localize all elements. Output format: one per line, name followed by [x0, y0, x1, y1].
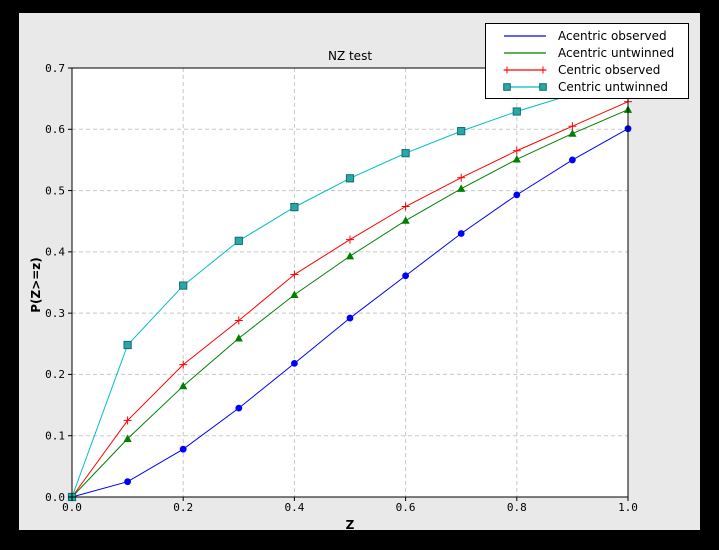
marker-circle [457, 230, 465, 237]
marker-circle [513, 191, 521, 199]
y-tick-label: 0.7 [45, 62, 65, 75]
marker-square [123, 340, 132, 350]
marker-circle [235, 404, 243, 412]
y-tick-label: 0.2 [45, 368, 65, 381]
legend-item-centric-observed: Centric observed [502, 61, 688, 78]
marker-triangle [512, 155, 521, 163]
marker-triangle [123, 434, 132, 442]
y-tick-label: 0.6 [45, 123, 65, 136]
marker-triangle [345, 251, 355, 260]
x-tick-label: 1.0 [618, 501, 638, 514]
x-tick-label: 0.8 [507, 501, 527, 514]
marker-plus [346, 235, 354, 244]
axes-frame [71, 67, 629, 498]
chart-title: NZ test [328, 49, 372, 63]
marker-triangle [234, 333, 243, 342]
y-tick-label: 0.4 [45, 246, 65, 259]
marker-square [290, 203, 299, 212]
marker-plus [234, 316, 243, 325]
legend: Acentric observed Acentric untwinned Centr… [485, 23, 689, 99]
marker-circle [346, 314, 354, 322]
legend-label: Acentric untwinned [558, 45, 675, 60]
x-tick-label: 0.2 [173, 501, 193, 514]
marker-plus [179, 360, 188, 369]
marker-plus [457, 173, 466, 182]
y-tick-label: 0.3 [45, 307, 65, 320]
x-tick-label: 0.4 [284, 501, 304, 514]
x-tick-label: 0.6 [396, 501, 416, 514]
legend-line-sample [504, 51, 546, 54]
plot-svg: 0.0 0.2 0.4 0.6 0.8 1.0 0.0 0.1 0.2 0.3 0.4 0.5 0.6 0… [29, 49, 638, 530]
marker-circle [569, 156, 576, 164]
legend-line-sample [504, 34, 546, 37]
x-axis-label: Z [346, 518, 355, 530]
marker-triangle [568, 129, 577, 137]
y-tick-label: 0.0 [45, 491, 65, 504]
marker-circle [124, 478, 131, 486]
legend-label: Centric untwinned [558, 79, 669, 94]
marker-triangle [457, 184, 466, 192]
legend-line-sample [503, 66, 547, 73]
marker-plus [290, 270, 299, 279]
y-tick-label: 0.5 [45, 184, 65, 197]
legend-item-centric-untwinned: Centric untwinned [502, 78, 688, 95]
marker-square [457, 127, 466, 136]
marker-circle [402, 272, 409, 280]
x-tick-label: 0.0 [62, 501, 82, 514]
legend-label: Acentric observed [558, 28, 667, 43]
marker-circle [291, 359, 298, 367]
marker-plus [512, 146, 521, 155]
marker-square [512, 107, 521, 116]
marker-triangle [290, 290, 299, 298]
legend-item-acentric-observed: Acentric observed [502, 27, 688, 44]
marker-square [345, 174, 355, 183]
marker-triangle [401, 216, 410, 224]
legend-line-sample [503, 82, 547, 91]
plot-area [72, 68, 628, 497]
legend-item-acentric-untwinned: Acentric untwinned [502, 44, 688, 61]
marker-square [401, 149, 410, 158]
figure-area: 0.0 0.2 0.4 0.6 0.8 1.0 0.0 0.1 0.2 0.3 0.4 0.5 0.6 0… [19, 13, 700, 530]
y-tick-label: 0.1 [45, 430, 65, 443]
marker-triangle [179, 381, 188, 390]
marker-circle [179, 445, 187, 453]
marker-square [179, 281, 188, 290]
legend-label: Centric observed [558, 62, 661, 77]
marker-square [234, 236, 243, 245]
marker-plus [568, 122, 577, 131]
marker-plus [123, 416, 132, 425]
series-centric-observed [68, 97, 632, 501]
marker-plus [401, 202, 410, 211]
y-axis-label: P(Z>=z) [29, 257, 43, 313]
